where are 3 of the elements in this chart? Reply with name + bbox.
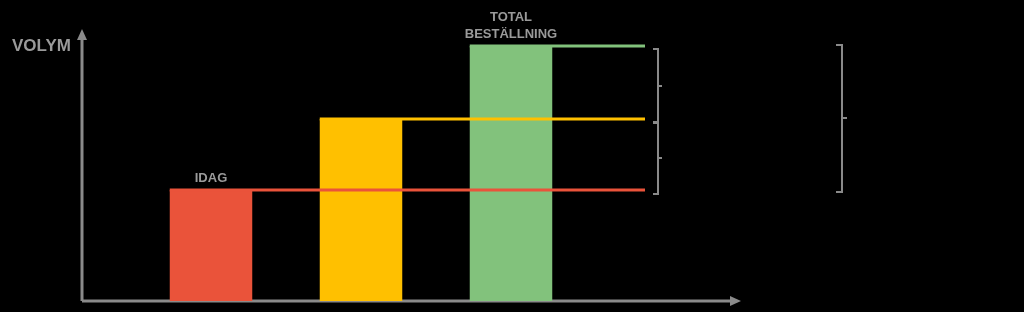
x-tick-label: IDAG	[194, 170, 228, 186]
text: VOLYM	[12, 36, 71, 56]
x-tick-label: TOTAL BESTÄLLNING	[464, 9, 558, 41]
